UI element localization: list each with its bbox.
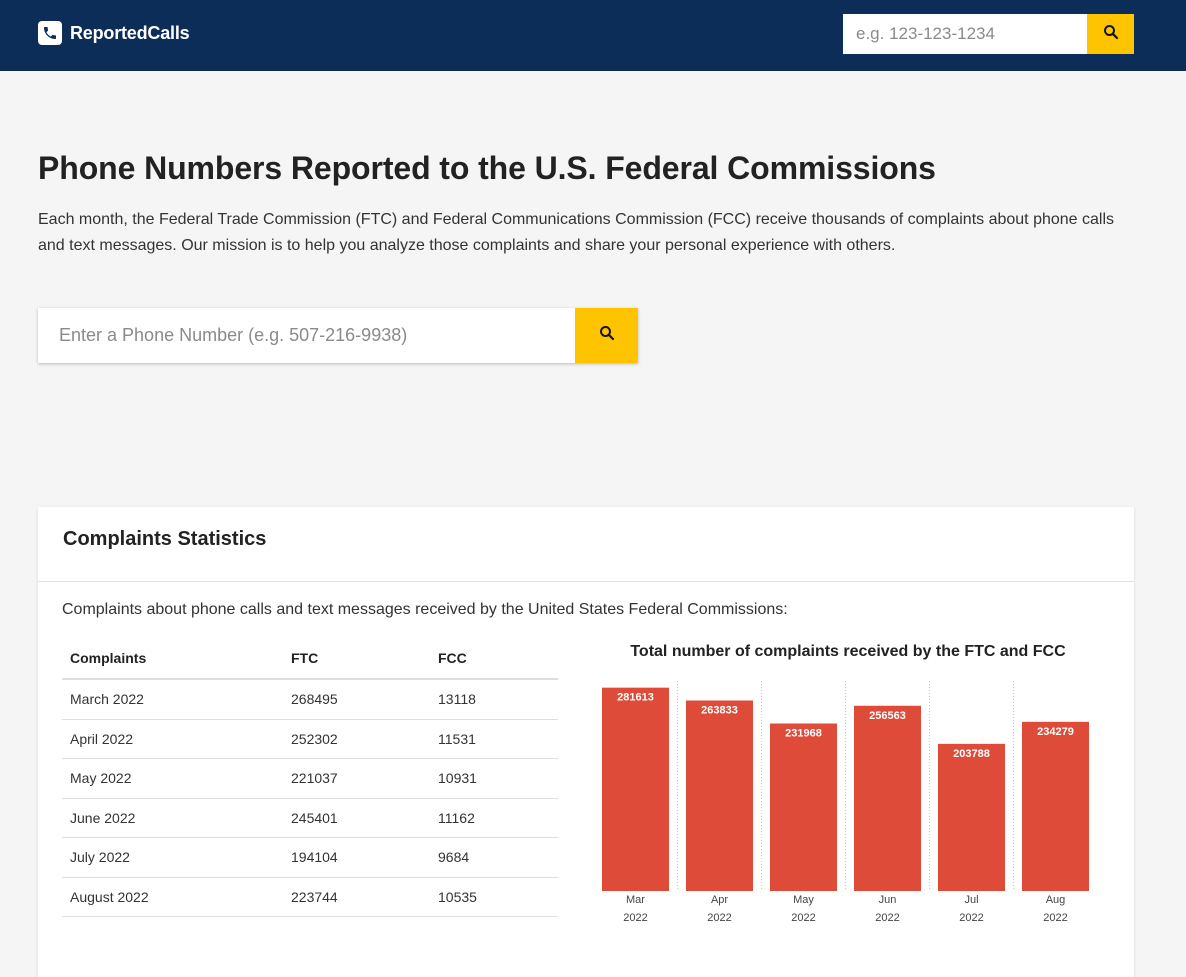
- ftc-cell: 223744: [283, 877, 430, 917]
- chart-data-label: 281613: [617, 692, 654, 704]
- card-description: Complaints about phone calls and text me…: [62, 601, 788, 618]
- fcc-cell: 13118: [430, 679, 558, 720]
- fcc-cell: 10931: [430, 758, 558, 799]
- ftc-cell: 245401: [283, 798, 430, 838]
- table-header-row: Complaints FTC FCC: [62, 638, 558, 680]
- fcc-cell: 10535: [430, 877, 558, 917]
- ftc-cell: 252302: [283, 719, 430, 759]
- card-title: Complaints Statistics: [63, 528, 267, 550]
- table-row: May 2022 221037 10931: [62, 758, 558, 799]
- month-cell: May 2022: [62, 758, 283, 799]
- ftc-cell: 194104: [283, 837, 430, 878]
- complaints-table: Complaints FTC FCC March 2022 268495 131…: [62, 638, 558, 917]
- card-divider: [38, 581, 1134, 582]
- chart-data-label: 263833: [701, 705, 738, 717]
- chart-data-label: 203788: [953, 748, 990, 760]
- fcc-cell: 9684: [430, 837, 558, 878]
- chart-tick-label: Aug: [1046, 894, 1066, 906]
- fcc-cell: 11162: [430, 798, 558, 838]
- table-row: August 2022 223744 10535: [62, 877, 558, 917]
- bar-chart-svg: 281613 Mar 2022 263833 Apr 2022 231968 May 2022 2…: [602, 681, 1089, 924]
- intro-text: Each month, the Federal Trade Commission…: [38, 211, 1115, 254]
- chart-tick-label-year: 2022: [707, 912, 731, 924]
- chart-tick-label-year: 2022: [875, 912, 899, 924]
- brand-logo[interactable]: ReportedCalls: [38, 20, 190, 46]
- month-cell: March 2022: [62, 679, 283, 720]
- chart-tick-label: Apr: [711, 894, 728, 906]
- month-cell: April 2022: [62, 719, 283, 759]
- phone-search-button[interactable]: [575, 308, 638, 363]
- complaints-statistics-card: Complaints Statistics Complaints about p…: [38, 507, 1134, 977]
- brand-name: ReportedCalls: [70, 22, 190, 43]
- chart-tick-label: Mar: [626, 894, 645, 906]
- ftc-cell: 221037: [283, 758, 430, 799]
- phone-icon: [38, 21, 62, 45]
- table-row: June 2022 245401 11162: [62, 798, 558, 838]
- chart-bar: [770, 723, 837, 891]
- column-header-ftc: FTC: [283, 638, 430, 680]
- table-row: April 2022 252302 11531: [62, 719, 558, 759]
- hero-search: [38, 308, 638, 363]
- header-search: [843, 14, 1134, 54]
- search-icon: [1102, 23, 1120, 46]
- month-cell: July 2022: [62, 837, 283, 878]
- table-row: July 2022 194104 9684: [62, 837, 558, 878]
- chart-bar: [854, 705, 921, 891]
- chart-bar: [1022, 721, 1089, 891]
- column-header-fcc: FCC: [430, 638, 558, 680]
- chart-tick-label-year: 2022: [623, 912, 647, 924]
- header-search-button[interactable]: [1087, 14, 1134, 54]
- table-row: March 2022 268495 13118: [62, 679, 558, 720]
- chart-tick-label-year: 2022: [1043, 912, 1067, 924]
- fcc-cell: 11531: [430, 719, 558, 759]
- ftc-cell: 268495: [283, 679, 430, 720]
- top-navbar: ReportedCalls: [0, 0, 1186, 71]
- chart-data-label: 234279: [1037, 726, 1074, 738]
- header-search-input[interactable]: [843, 14, 1087, 54]
- phone-search-input[interactable]: [38, 308, 575, 363]
- chart-bar: [602, 687, 669, 891]
- chart-tick-label: Jul: [964, 894, 978, 906]
- column-header-complaints: Complaints: [62, 638, 283, 680]
- chart-data-label: 256563: [869, 710, 906, 722]
- chart-bar: [938, 743, 1005, 891]
- page-title: Phone Numbers Reported to the U.S. Feder…: [38, 150, 936, 186]
- chart-title: Total number of complaints received by t…: [630, 643, 1066, 660]
- chart-tick-label-year: 2022: [791, 912, 815, 924]
- month-cell: August 2022: [62, 877, 283, 917]
- chart-tick-label: Jun: [879, 894, 897, 906]
- month-cell: June 2022: [62, 798, 283, 838]
- chart-bar: [686, 700, 753, 891]
- search-icon: [598, 324, 616, 347]
- chart-data-label: 231968: [785, 728, 822, 740]
- complaints-chart: Total number of complaints received by t…: [593, 638, 1113, 938]
- chart-tick-label: May: [793, 894, 814, 906]
- chart-tick-label-year: 2022: [959, 912, 983, 924]
